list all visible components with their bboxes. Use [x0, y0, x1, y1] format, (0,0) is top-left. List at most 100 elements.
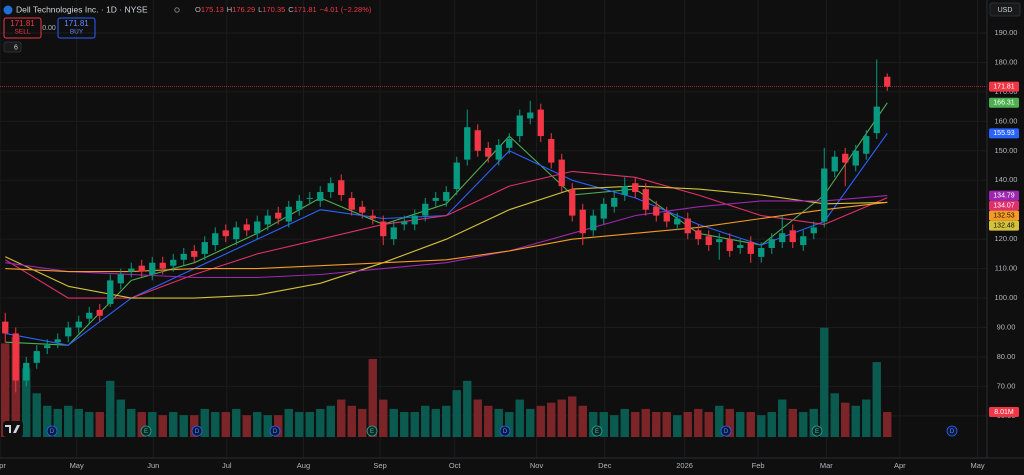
currency-button[interactable] — [989, 2, 1021, 17]
volume-bar — [778, 399, 787, 437]
volume-bar — [221, 412, 230, 437]
volume-bar — [85, 412, 94, 437]
volume-bar — [64, 405, 73, 437]
y-tick-label: 80.00 — [997, 352, 1016, 361]
volume-bar — [106, 380, 115, 437]
event-marker[interactable] — [366, 425, 378, 437]
volume-bar — [190, 415, 199, 437]
candle-body — [842, 153, 849, 163]
spread: 0.00 — [42, 25, 56, 32]
event-marker[interactable] — [720, 425, 732, 437]
event-marker[interactable] — [140, 425, 152, 437]
candle-body — [212, 233, 219, 246]
event-marker[interactable] — [46, 425, 58, 437]
volume-bar — [799, 412, 808, 437]
candle-body — [621, 186, 628, 195]
price-tag — [989, 220, 1019, 231]
event-marker[interactable] — [946, 425, 958, 437]
volume-bar — [316, 408, 325, 437]
candle-body — [275, 212, 282, 219]
event-marker[interactable] — [811, 425, 823, 437]
x-tick-label: Apr — [894, 461, 906, 470]
volume-bar — [883, 411, 892, 437]
candle-body — [485, 147, 492, 157]
volume-bar — [43, 405, 52, 437]
candle-body — [779, 233, 786, 243]
candle-body — [128, 268, 135, 272]
candle-body — [611, 197, 618, 207]
event-label: E — [815, 429, 819, 435]
y-tick-label: 190.00 — [995, 28, 1018, 37]
eye-icon[interactable] — [174, 7, 180, 13]
volume-tag — [989, 406, 1019, 417]
symbol-title[interactable]: Dell Technologies Inc. · 1D · NYSE — [16, 4, 148, 14]
buy-button[interactable] — [57, 17, 96, 39]
candle-body — [674, 218, 681, 225]
volume-bar — [421, 405, 430, 437]
volume-bar — [368, 358, 377, 437]
volume-bar — [494, 408, 503, 437]
volume-bar — [400, 412, 409, 437]
event-marker[interactable] — [591, 425, 603, 437]
candle-body — [873, 106, 880, 134]
volume-bar — [484, 405, 493, 437]
candle-body — [65, 327, 72, 337]
x-tick-label: Oct — [449, 461, 462, 470]
volume-bar — [547, 402, 556, 437]
sell-label: SELL — [15, 29, 31, 36]
volume-bar — [379, 399, 388, 437]
volume-bar — [431, 408, 440, 437]
price-tag-label: 134.79 — [993, 192, 1015, 199]
tradingview-logo — [3, 421, 23, 437]
candle-body — [107, 280, 114, 304]
sell-button[interactable] — [3, 17, 42, 39]
event-marker[interactable] — [269, 425, 281, 437]
event-marker[interactable] — [499, 425, 511, 437]
x-tick-label: Aug — [297, 461, 310, 470]
candle-body — [369, 215, 376, 219]
volume-bar — [53, 408, 62, 437]
candle-body — [495, 144, 502, 160]
volume-bar — [473, 399, 482, 437]
volume-bar — [200, 408, 209, 437]
candle-body — [453, 162, 460, 190]
volume-bar — [536, 405, 545, 437]
price-tag-label: 171.81 — [993, 83, 1015, 90]
volume-bar — [347, 405, 356, 437]
y-tick-label: 120.00 — [995, 234, 1018, 243]
volume-bar — [253, 412, 262, 437]
volume-bar — [736, 412, 745, 437]
candle-body — [338, 180, 345, 195]
candle-body — [506, 139, 513, 148]
volume-bar — [148, 412, 157, 437]
candle-body — [705, 236, 712, 246]
candle-body — [537, 109, 544, 137]
x-tick-label: Feb — [752, 461, 765, 470]
volume-bar — [22, 368, 31, 437]
candle-body — [201, 242, 208, 254]
candle-body — [852, 150, 859, 166]
event-marker[interactable] — [191, 425, 203, 437]
volume-bar — [274, 415, 283, 437]
candle-body — [695, 230, 702, 240]
volume-bar — [263, 415, 272, 437]
volume-bar — [589, 412, 598, 437]
volume-bar — [284, 408, 293, 437]
volume-bar — [337, 399, 346, 437]
candle-body — [390, 227, 397, 240]
volume-bar — [610, 415, 619, 437]
indicator-toggle[interactable] — [3, 41, 22, 53]
candle-body — [23, 362, 30, 381]
volume-bar — [631, 412, 640, 437]
candle-body — [831, 156, 838, 172]
volume-bar — [169, 412, 178, 437]
candles — [0, 59, 987, 393]
candle-body — [800, 236, 807, 246]
volume-bar — [116, 399, 125, 437]
ohlc-value: 175.13 — [201, 5, 224, 14]
candle-body — [180, 253, 187, 260]
x-tick-label: Mar — [820, 461, 833, 470]
price-axis: 190.00180.00170.00160.00150.00140.00130.… — [989, 28, 1019, 420]
moving-average — [5, 170, 888, 299]
